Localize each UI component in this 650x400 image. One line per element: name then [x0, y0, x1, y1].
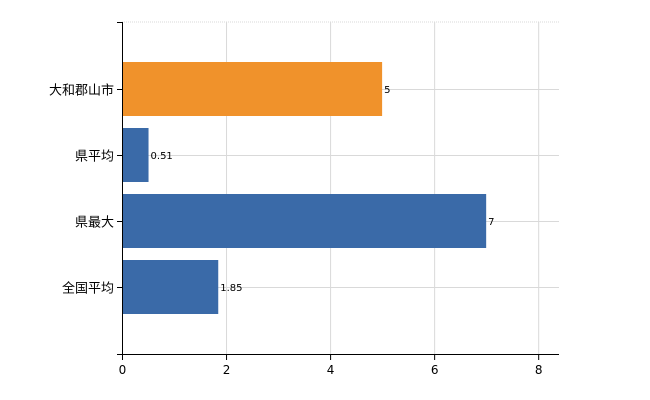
- bar-value-label: 0.51: [151, 151, 173, 162]
- bar: [123, 62, 383, 116]
- bar-value-label: 1.85: [220, 283, 242, 294]
- bar: [123, 194, 487, 248]
- x-tick-label: 8: [535, 363, 543, 377]
- bar: [123, 260, 219, 314]
- axes: [117, 22, 559, 360]
- x-tick-label: 2: [223, 363, 231, 377]
- x-tick-label: 4: [327, 363, 335, 377]
- bar: [123, 128, 149, 182]
- x-tick-label: 6: [431, 363, 439, 377]
- x-tick-label: 0: [119, 363, 127, 377]
- category-label: 県最大: [75, 216, 114, 231]
- bars: [123, 62, 487, 314]
- bar-value-label: 5: [384, 85, 390, 96]
- category-label: 県平均: [75, 150, 114, 165]
- category-label: 全国平均: [62, 281, 114, 297]
- bar-value-label: 7: [488, 217, 494, 228]
- category-label: 大和郡山市: [49, 83, 114, 99]
